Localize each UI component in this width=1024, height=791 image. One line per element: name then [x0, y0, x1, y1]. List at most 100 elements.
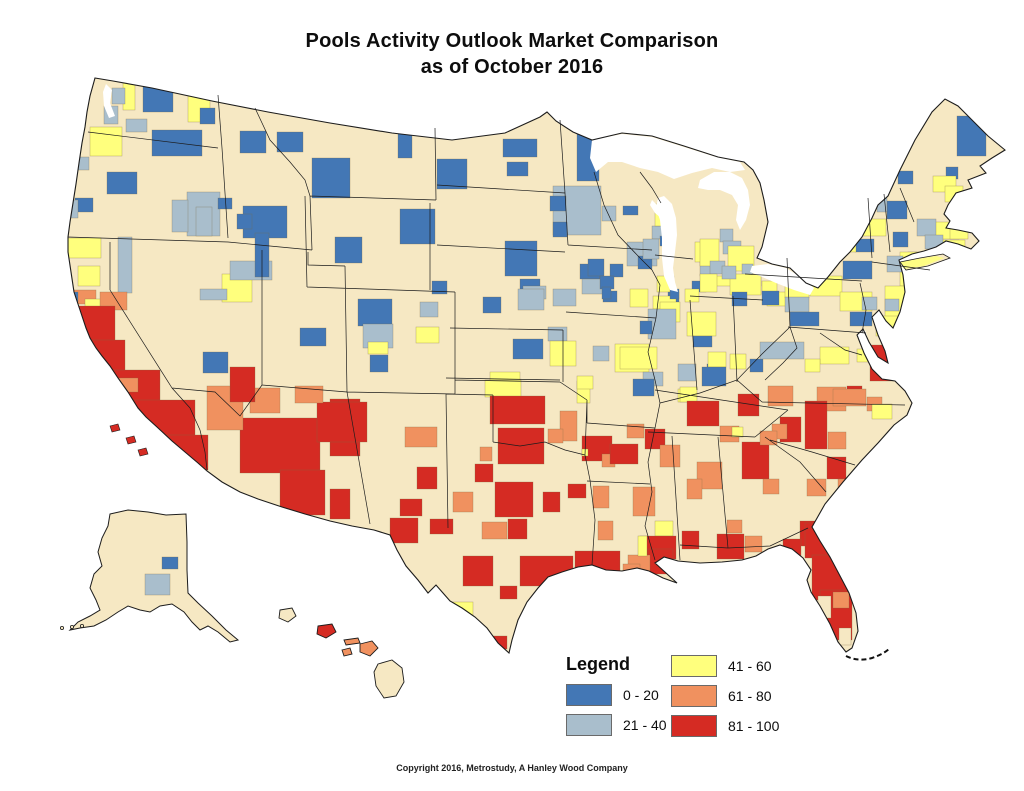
county-patch	[884, 298, 900, 312]
legend-swatch-gray	[566, 714, 612, 736]
county-patch	[892, 231, 909, 248]
county-patch	[701, 366, 727, 387]
county-patch	[549, 195, 567, 212]
county-patch	[642, 238, 660, 260]
map-title-line1: Pools Activity Outlook Market Comparison	[305, 30, 719, 52]
county-patch	[171, 199, 189, 233]
county-patch	[762, 478, 780, 495]
county-patch	[547, 428, 564, 444]
county-patch	[686, 478, 703, 500]
great-lakes	[103, 84, 877, 364]
island-molokai	[343, 637, 361, 646]
county-patch	[759, 430, 778, 446]
county-patch	[741, 441, 770, 480]
county-patch	[956, 115, 987, 157]
county-patch	[507, 518, 528, 540]
county-patch	[329, 488, 351, 520]
county-patch	[806, 478, 827, 497]
county-patch	[68, 237, 102, 259]
county-patch	[499, 585, 518, 600]
county-patch	[517, 288, 545, 311]
county-patch	[826, 456, 847, 480]
county-patch	[944, 185, 964, 203]
county-patch	[749, 358, 764, 373]
county-patch	[622, 563, 641, 580]
county-patch	[481, 521, 508, 540]
county-patch	[719, 228, 734, 243]
county-patch	[692, 335, 713, 348]
county-patch	[637, 535, 648, 557]
long-island-patch	[900, 256, 944, 269]
county-patch	[71, 344, 95, 370]
county-patch	[677, 363, 697, 382]
county-patch	[125, 118, 148, 133]
legend-label: 21 - 40	[623, 717, 667, 733]
county-patch	[726, 519, 743, 534]
green-bay-icon	[650, 200, 661, 218]
county-patch	[502, 138, 538, 158]
county-patch	[832, 591, 850, 609]
county-patch	[294, 385, 324, 404]
county-patch	[686, 400, 720, 427]
state-borders	[67, 94, 931, 566]
lake-ontario-icon	[788, 236, 846, 254]
county-patch	[482, 296, 502, 314]
county-patch	[789, 311, 820, 327]
county-patch	[819, 346, 850, 365]
county-patch	[236, 213, 253, 230]
lake-erie-icon	[750, 264, 814, 295]
county-patch	[217, 197, 233, 210]
county-patch	[117, 236, 133, 294]
county-patch	[849, 311, 873, 327]
county-patch	[731, 426, 744, 438]
county-patch	[916, 218, 937, 237]
legend-swatch-red	[671, 715, 717, 737]
copyright-line: Copyright 2016, Metrostudy, A Hanley Woo…	[396, 763, 628, 773]
county-patch	[699, 238, 720, 267]
county-patch	[416, 466, 438, 490]
county-patch	[367, 341, 389, 355]
county-patch	[202, 351, 229, 374]
chesapeake-bay-icon	[860, 330, 877, 364]
county-patch	[479, 446, 493, 462]
county-patch	[875, 315, 899, 337]
county-patch	[482, 635, 508, 650]
island-kauai	[278, 607, 297, 623]
county-patch	[609, 443, 639, 465]
county-patch	[897, 170, 914, 185]
county-patch	[647, 548, 674, 575]
county-patch	[334, 236, 363, 264]
puget-sound-icon	[103, 84, 115, 118]
legend-item-0-20: 0 - 20	[566, 684, 659, 706]
county-patch	[399, 208, 436, 245]
county-patch	[626, 423, 645, 439]
map-title-line2: as of October 2016	[420, 56, 604, 78]
county-patch	[851, 193, 871, 212]
county-patch	[429, 518, 454, 535]
hawaii-islands	[278, 607, 405, 699]
county-patch	[838, 627, 852, 646]
county-patch	[462, 555, 494, 587]
county-patch	[699, 273, 718, 293]
county-patch	[804, 522, 846, 559]
county-patch	[451, 601, 474, 622]
legend-label: 61 - 80	[728, 688, 772, 704]
lake-michigan-icon	[656, 196, 678, 292]
county-patch	[574, 550, 621, 572]
lake-huron-icon	[698, 172, 750, 230]
county-patch	[504, 240, 538, 277]
county-patch	[195, 206, 213, 237]
county-patch	[767, 385, 794, 407]
county-patch	[106, 171, 138, 195]
legend-label: 41 - 60	[728, 658, 772, 674]
county-patch	[804, 400, 828, 450]
county-patch	[832, 388, 867, 407]
island-big-island	[373, 659, 405, 699]
county-patch	[597, 520, 614, 541]
county-patch	[506, 161, 529, 177]
county-patch	[68, 199, 79, 219]
county-patch	[721, 265, 737, 280]
county-patch	[686, 311, 717, 337]
county-patch	[239, 417, 321, 474]
